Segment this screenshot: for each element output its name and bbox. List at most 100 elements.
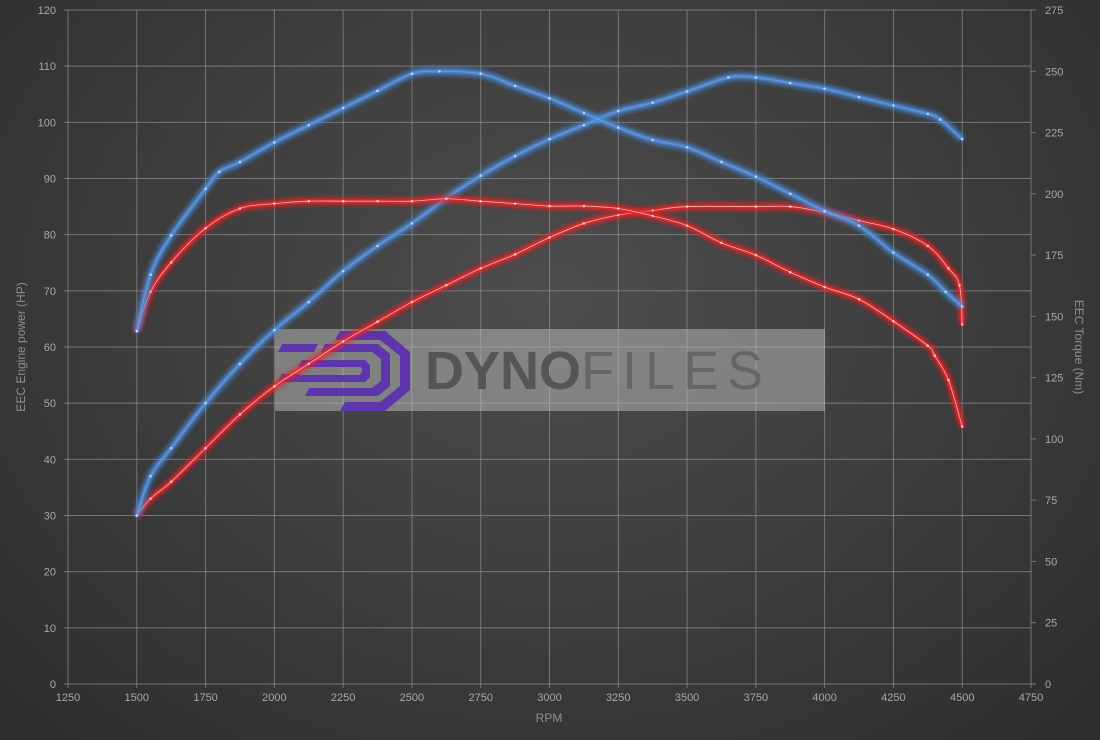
data-point <box>582 123 586 127</box>
data-point <box>823 285 826 289</box>
x-tick-label: 2750 <box>468 692 492 704</box>
x-tick-label: 4000 <box>812 692 836 704</box>
data-point <box>582 204 586 208</box>
data-point <box>754 76 758 79</box>
data-point <box>513 202 517 205</box>
series-stock-power <box>135 204 965 517</box>
watermark: DYNOFILES <box>275 329 825 411</box>
data-point <box>513 253 517 256</box>
data-point <box>169 480 173 484</box>
y-left-tick-label: 10 <box>44 623 56 635</box>
y-left-tick-label: 20 <box>44 567 56 579</box>
y-axis-left-label: EEC Engine power (HP) <box>14 282 28 411</box>
y-axis-right-label: EEC Torque (Nm) <box>1072 300 1086 394</box>
data-point <box>892 251 895 254</box>
watermark-text: DYNOFILES <box>425 341 771 401</box>
data-point <box>947 378 950 382</box>
data-point <box>513 84 517 88</box>
data-point <box>960 425 964 428</box>
data-point <box>926 244 930 248</box>
data-point <box>892 104 895 107</box>
y-left-tick-label: 80 <box>44 230 56 242</box>
data-point <box>958 283 961 287</box>
x-tick-label: 3750 <box>744 692 768 704</box>
data-point <box>238 413 242 416</box>
watermark-text-bold: DYNO <box>425 341 581 401</box>
data-point <box>788 270 792 274</box>
data-point <box>720 160 723 164</box>
data-point <box>376 244 379 248</box>
y-right-tick-label: 50 <box>1045 556 1057 568</box>
data-point <box>857 219 861 222</box>
data-point <box>238 160 242 164</box>
series-line-core <box>136 70 963 332</box>
series-line <box>134 69 964 332</box>
data-point <box>218 170 221 174</box>
data-point <box>944 290 948 294</box>
x-tick-label: 3250 <box>606 692 630 704</box>
data-point <box>204 401 207 405</box>
x-tick-label: 3500 <box>675 692 699 704</box>
x-axis-label: RPM <box>536 711 563 725</box>
data-point <box>926 273 930 276</box>
x-tick-label: 2250 <box>331 692 355 704</box>
y-right-tick-label: 25 <box>1045 618 1057 630</box>
data-point <box>169 446 173 450</box>
data-point <box>410 222 414 225</box>
data-point <box>857 297 861 301</box>
data-point <box>582 222 586 225</box>
data-point <box>204 446 207 450</box>
y-right-tick-label: 200 <box>1045 189 1063 201</box>
data-point <box>960 323 964 326</box>
y-left-tick-label: 90 <box>44 174 56 186</box>
data-point <box>169 261 173 264</box>
data-point <box>582 111 586 115</box>
y-left-tick-label: 110 <box>38 61 56 73</box>
series-tuned-torque <box>134 69 964 333</box>
data-point <box>513 154 517 158</box>
data-point <box>135 514 139 517</box>
data-point <box>548 204 551 208</box>
data-point <box>788 192 792 196</box>
x-tick-label: 2000 <box>262 692 286 704</box>
data-point <box>651 138 654 142</box>
data-point <box>548 137 551 141</box>
data-point <box>238 207 242 210</box>
data-point <box>892 227 895 231</box>
data-point <box>857 95 861 99</box>
data-point <box>149 290 152 294</box>
data-point <box>720 241 723 245</box>
data-point <box>238 362 242 366</box>
data-point <box>410 72 414 76</box>
data-point <box>273 202 276 205</box>
data-point <box>947 267 950 270</box>
data-point <box>149 497 152 500</box>
y-right-tick-label: 125 <box>1045 373 1063 385</box>
data-point <box>341 199 345 203</box>
data-point <box>307 300 311 304</box>
data-point <box>445 283 448 287</box>
data-point <box>651 209 654 212</box>
x-tick-label: 1500 <box>125 692 149 704</box>
data-point <box>149 474 152 478</box>
data-point <box>376 320 379 324</box>
y-left-tick-label: 50 <box>44 398 56 410</box>
grid <box>64 9 1036 688</box>
x-tick-label: 4250 <box>881 692 905 704</box>
data-point <box>445 197 448 201</box>
data-point <box>548 96 551 100</box>
data-point <box>204 226 207 230</box>
data-point <box>933 354 936 357</box>
data-point <box>727 76 730 79</box>
data-point <box>479 267 483 270</box>
data-point <box>960 137 964 141</box>
data-point <box>651 101 654 104</box>
data-point <box>169 234 173 237</box>
data-point <box>616 126 620 129</box>
y-right-tick-label: 100 <box>1045 434 1063 446</box>
data-point <box>651 214 654 218</box>
x-tick-label: 1250 <box>56 692 80 704</box>
data-point <box>410 300 414 304</box>
